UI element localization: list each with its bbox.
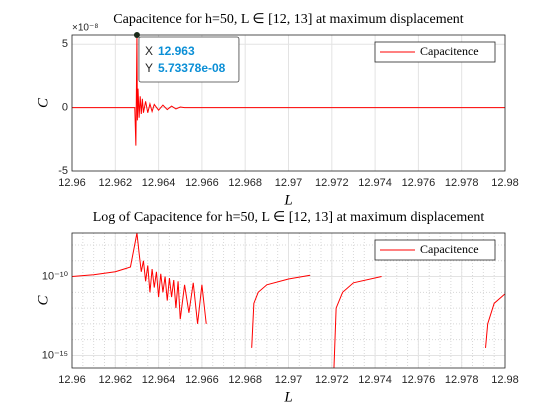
x-tick-label: 12.968	[228, 374, 262, 386]
datatip-y-name: Y	[145, 61, 153, 75]
data-line	[72, 35, 505, 146]
axes-box	[71, 232, 506, 369]
y-tick-label: 10⁻¹⁵	[42, 349, 68, 361]
datatip-x-name: X	[145, 44, 153, 58]
x-tick-label: 12.962	[98, 374, 132, 386]
x-tick-label: 12.976	[402, 374, 436, 386]
y-axis-label: C	[35, 295, 51, 306]
x-tick-label: 12.97	[275, 177, 303, 189]
x-tick-label: 12.96	[58, 374, 86, 386]
x-tick-label: 12.98	[491, 374, 519, 386]
y-tick-label: 0	[62, 102, 68, 114]
x-tick-label: 12.98	[491, 177, 519, 189]
x-tick-label: 12.976	[402, 177, 436, 189]
x-tick-label: 12.974	[358, 177, 392, 189]
x-axis-label: L	[283, 389, 292, 405]
x-tick-label: 12.962	[98, 177, 132, 189]
x-tick-label: 12.966	[185, 374, 219, 386]
y-exponent: ×10⁻⁸	[72, 23, 98, 34]
x-tick-label: 12.964	[142, 374, 176, 386]
x-tick-label: 12.974	[358, 374, 392, 386]
chart-title: Log of Capacitence for h=50, L ∈ [12, 13…	[93, 210, 485, 225]
legend-box	[374, 239, 496, 261]
x-tick-label: 12.966	[185, 177, 219, 189]
chart-title: Capacitence for h=50, L ∈ [12, 13] at ma…	[113, 12, 464, 27]
y-tick-label: -5	[58, 165, 68, 177]
x-tick-label: 12.968	[228, 177, 262, 189]
y-tick-label: 5	[62, 38, 68, 50]
x-tick-label: 12.978	[445, 374, 479, 386]
datatip-x-value: 12.963	[158, 44, 195, 58]
x-tick-label: 12.96	[58, 177, 86, 189]
x-axis-label: L	[283, 192, 292, 208]
axes-box	[71, 34, 506, 172]
y-tick-label: 10⁻¹⁰	[42, 270, 69, 282]
x-tick-label: 12.972	[315, 374, 349, 386]
y-axis-label: C	[35, 97, 51, 108]
x-tick-label: 12.97	[275, 374, 303, 386]
datatip-y-value: 5.73378e-08	[158, 61, 226, 75]
x-tick-label: 12.972	[315, 177, 349, 189]
datatip-marker	[133, 32, 140, 38]
legend-label: Capacitence	[420, 44, 479, 58]
legend-label: Capacitence	[420, 242, 479, 256]
datatip-box	[138, 36, 240, 83]
data-line	[72, 233, 505, 368]
x-tick-label: 12.964	[142, 177, 176, 189]
legend-box	[374, 41, 496, 63]
x-tick-label: 12.978	[445, 177, 479, 189]
